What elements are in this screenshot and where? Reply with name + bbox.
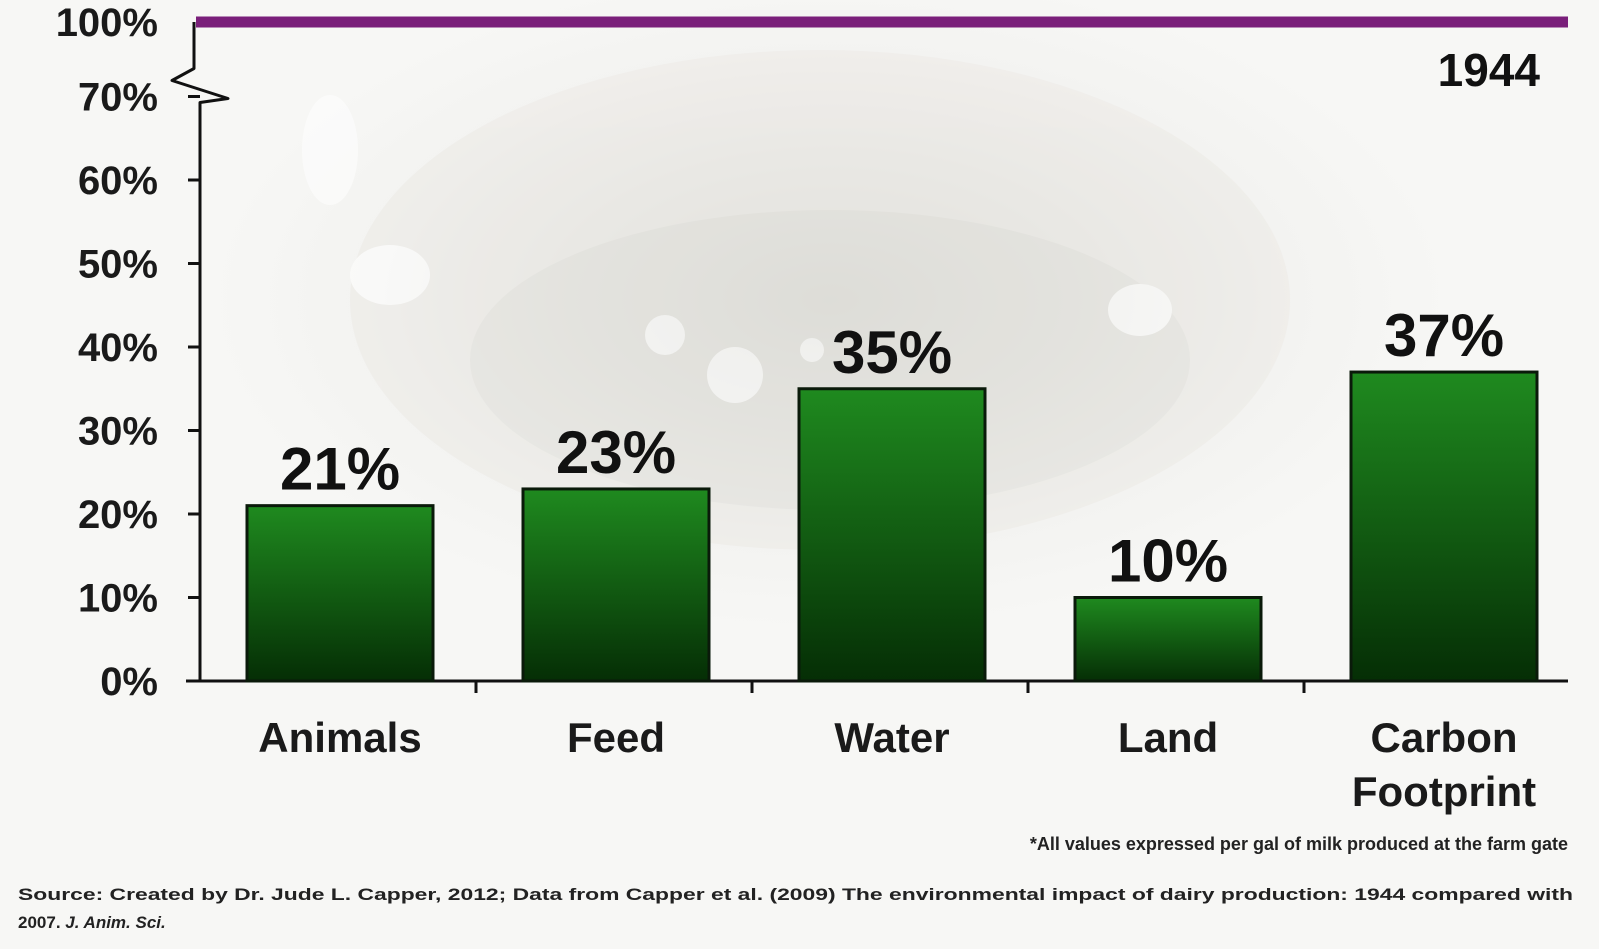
bar-water	[797, 387, 987, 683]
source-journal: J. Anim. Sci.	[65, 913, 165, 932]
y-tick-label: 100%	[56, 1, 158, 45]
bar-value-label: 37%	[1384, 302, 1504, 369]
bar-land	[1073, 596, 1263, 683]
bar-value-label: 35%	[832, 319, 952, 386]
labels-group: 0% 10% 20% 30% 40% 50% 60% 70% 100% 21% Animals 23%…	[56, 1, 1536, 815]
bar-animals	[245, 504, 435, 683]
x-category-label-line: Feed	[567, 714, 665, 761]
source-year: 2007.	[18, 913, 65, 932]
y-tick-label: 10%	[78, 577, 158, 621]
y-tick-label: 40%	[78, 326, 158, 370]
y-tick-label: 50%	[78, 243, 158, 287]
x-category-label-line: Land	[1118, 714, 1218, 761]
x-category-label: Carbon Footprint	[1352, 714, 1536, 815]
source-line-1: Source: Created by Dr. Jude L. Capper, 2…	[18, 885, 1573, 904]
y-tick-label: 30%	[78, 410, 158, 454]
bar-value-label: 10%	[1108, 528, 1228, 595]
milk-splash-background	[302, 50, 1290, 550]
y-axis-line-with-break	[170, 22, 230, 681]
source-line-2: 2007. J. Anim. Sci.	[18, 913, 166, 932]
reference-year-label: 1944	[1438, 44, 1541, 96]
bars-group	[245, 370, 1539, 683]
bar-value-label: 23%	[556, 419, 676, 486]
y-tick-label: 60%	[78, 159, 158, 203]
bar-feed	[521, 487, 711, 683]
x-category-label: Feed	[567, 714, 665, 761]
y-tick-label: 0%	[100, 660, 158, 704]
x-category-label-line: Animals	[258, 714, 421, 761]
footnote: *All values expressed per gal of milk pr…	[1030, 834, 1568, 854]
x-category-label-line: Carbon	[1371, 714, 1518, 761]
bar-carbon	[1349, 370, 1539, 683]
x-category-label: Animals	[258, 714, 421, 761]
x-category-label-line: Water	[834, 714, 949, 761]
y-tick-label: 20%	[78, 493, 158, 537]
bar-value-label: 21%	[280, 436, 400, 503]
y-tick-label: 70%	[78, 76, 158, 120]
x-category-label: Water	[834, 714, 949, 761]
x-category-label-line: Footprint	[1352, 768, 1536, 815]
x-category-label: Land	[1118, 714, 1218, 761]
